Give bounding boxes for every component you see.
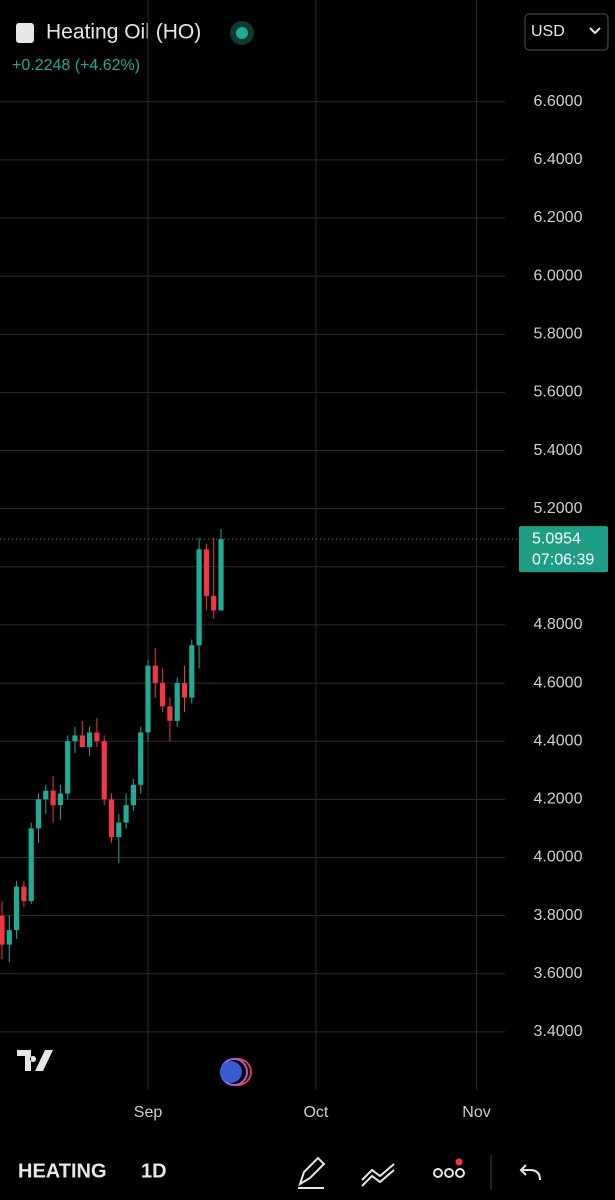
candle-body xyxy=(87,732,93,748)
y-tick-label: 4.8000 xyxy=(534,616,583,633)
y-tick-label: 3.6000 xyxy=(534,965,583,982)
candle-body xyxy=(57,793,63,806)
candle-body xyxy=(203,549,209,596)
candle-body xyxy=(152,665,158,684)
candle-body xyxy=(218,539,224,611)
candle-body xyxy=(43,790,49,800)
candle-body xyxy=(94,732,100,742)
candle-body xyxy=(138,732,144,785)
y-tick-label: 4.0000 xyxy=(534,849,583,866)
interval[interactable]: 1D xyxy=(141,1160,167,1182)
y-tick-label: 4.2000 xyxy=(534,791,583,808)
countdown-label: 07:06:39 xyxy=(532,551,594,568)
candle-body xyxy=(174,683,180,721)
candle-body xyxy=(21,886,27,902)
candle-body xyxy=(35,799,42,829)
candle-body xyxy=(14,886,20,931)
x-tick-label: Oct xyxy=(303,1104,328,1121)
y-tick-label: 6.0000 xyxy=(534,267,583,284)
y-tick-label: 6.2000 xyxy=(534,209,583,226)
y-tick-label: 5.4000 xyxy=(534,442,583,459)
last-price-box xyxy=(519,526,608,573)
candle-body xyxy=(123,805,129,823)
x-tick-label: Nov xyxy=(462,1104,490,1121)
candle-body xyxy=(6,930,12,945)
status-dot xyxy=(236,27,248,39)
draw-tool[interactable] xyxy=(298,1156,326,1189)
y-tick-label: 4.4000 xyxy=(534,732,583,749)
candle-body xyxy=(116,822,122,838)
chart-title: Heating Oil (HO) xyxy=(46,21,201,44)
candle-body xyxy=(50,790,56,806)
candle-body xyxy=(160,683,166,707)
y-tick-label: 6.4000 xyxy=(534,151,583,168)
y-tick-label: 3.4000 xyxy=(534,1023,583,1040)
more-button[interactable] xyxy=(433,1158,465,1178)
candle-body xyxy=(101,741,107,800)
candle-body xyxy=(72,735,78,742)
candle-body xyxy=(211,595,217,611)
event-flag[interactable] xyxy=(220,1061,242,1083)
y-tick-label: 5.8000 xyxy=(534,325,583,342)
candle-body xyxy=(189,645,195,698)
y-tick-label: 5.6000 xyxy=(534,384,583,401)
candle-body xyxy=(196,549,202,646)
tv-logo xyxy=(17,1050,53,1071)
candle-body xyxy=(108,799,115,838)
candle-body xyxy=(65,741,71,794)
candle-body xyxy=(167,706,173,721)
x-tick-label: Sep xyxy=(134,1104,163,1121)
candle-body xyxy=(28,828,34,902)
y-tick-label: 4.6000 xyxy=(534,674,583,691)
undo-button[interactable] xyxy=(519,1164,541,1181)
price-change: +0.2248 (+4.62%) xyxy=(12,57,140,74)
currency-label: USD xyxy=(531,23,565,40)
plot-area: 3.4000 3.6000 3.8000 4.0000 4.2000 4.4000 4.60… xyxy=(0,0,608,1121)
candle-body xyxy=(130,784,136,806)
indicator-tool[interactable] xyxy=(361,1163,395,1187)
y-tick-label: 5.2000 xyxy=(534,500,583,517)
candle-body xyxy=(145,665,151,733)
y-tick-label: 3.8000 xyxy=(534,907,583,924)
last-price-label: 5.0954 xyxy=(532,530,581,547)
dropdown-arrow xyxy=(589,27,601,35)
candle-body xyxy=(0,915,5,945)
candle-body xyxy=(181,683,188,698)
currency-button[interactable] xyxy=(524,13,609,51)
symbol-icon xyxy=(16,23,34,43)
symbol-name[interactable]: HEATING xyxy=(18,1160,107,1182)
candle-body xyxy=(79,735,85,748)
y-tick-label: 6.6000 xyxy=(534,93,583,110)
